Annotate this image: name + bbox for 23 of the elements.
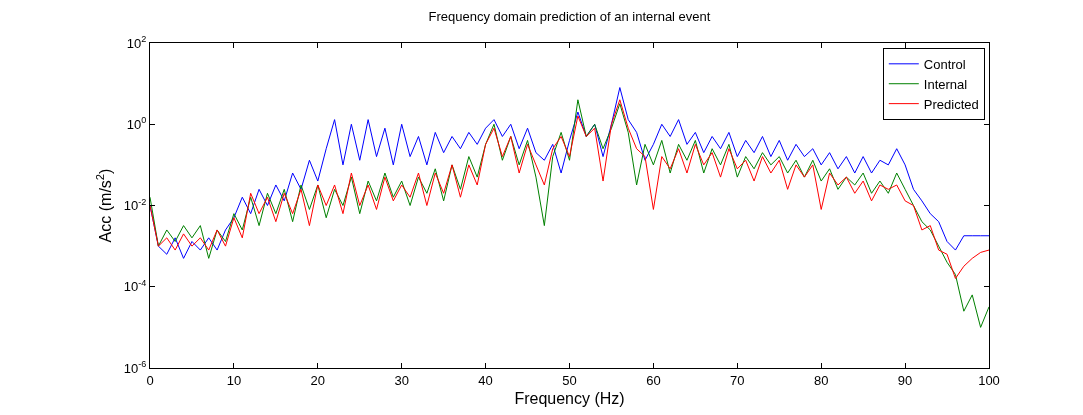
x-axis-title: Frequency (Hz) [514, 390, 625, 408]
x-tick-label: 40 [478, 372, 493, 388]
x-tick-label: 100 [978, 372, 1000, 388]
y-tick-label: 10$^{-2}$ [123, 196, 147, 214]
y-tick-label: 10$^{-6}$ [123, 359, 147, 376]
x-tick-label: 0 [146, 372, 154, 388]
line-series [150, 99, 989, 279]
x-tick-label: 70 [730, 372, 745, 388]
y-tick-label: 10$^{0}$ [126, 115, 147, 132]
x-tick-label: 30 [394, 372, 409, 388]
y-tick-label: 10$^{-4}$ [123, 277, 147, 295]
x-tick-label: 80 [813, 372, 829, 388]
legend-label: Internal [923, 76, 968, 92]
x-tick-label: 20 [310, 372, 326, 388]
y-tick-label: 10$^{2}$ [126, 34, 147, 51]
x-tick-label: 60 [646, 372, 661, 388]
x-tick-label: 90 [897, 372, 913, 388]
line-series [150, 99, 989, 328]
legend-label: Predicted [923, 96, 979, 112]
x-tick-label: 50 [562, 372, 577, 388]
x-tick-label: 10 [226, 372, 242, 388]
chart-title: Frequency domain prediction of an internal event [428, 9, 711, 25]
legend-label: Control [923, 56, 966, 72]
